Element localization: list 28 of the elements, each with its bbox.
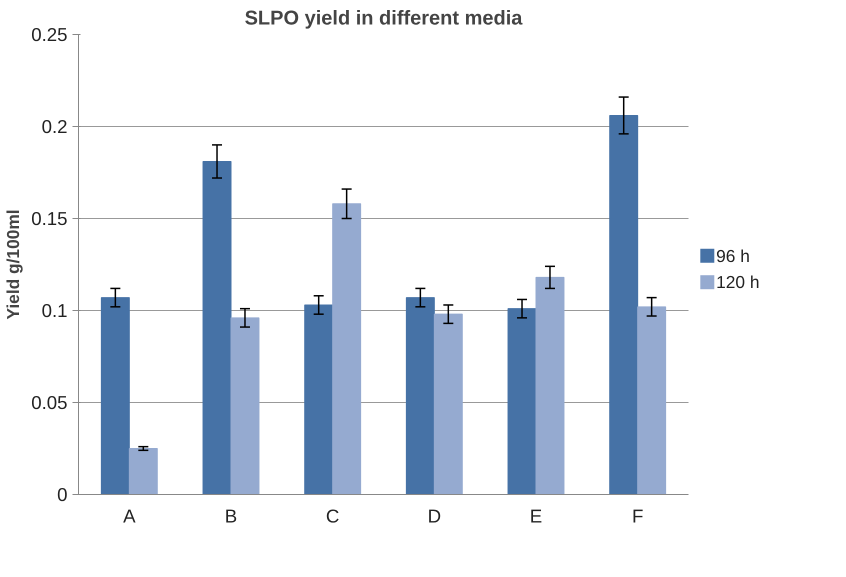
legend-label: 96 h [716,246,750,266]
bar [100,297,130,494]
y-tick-label: 0.1 [42,300,68,321]
bar [406,297,435,494]
chart-title: SLPO yield in different media [244,8,524,30]
bar [434,314,463,494]
x-tick-label: F [632,506,644,526]
bar [637,306,666,494]
bar [332,203,362,494]
legend-label: 120 h [716,272,760,292]
y-axis-title: Yield g/100ml [3,209,24,320]
x-tick-label: B [224,506,238,526]
bar [230,317,260,494]
x-tick-label: C [326,506,340,526]
y-tick-label: 0.25 [31,24,68,45]
y-tick-label: 0.15 [31,208,68,229]
x-tick-label: E [530,506,542,526]
bar [128,448,158,494]
y-tick-label: 0.05 [31,392,68,413]
y-tick-label: 0 [57,484,68,505]
bar [508,308,536,494]
bar [609,114,638,494]
bar [202,160,232,494]
x-tick-label: D [428,506,442,526]
x-tick-label: A [123,506,136,526]
bar [304,304,334,494]
y-tick-label: 0.2 [42,116,68,137]
bar [536,276,564,494]
